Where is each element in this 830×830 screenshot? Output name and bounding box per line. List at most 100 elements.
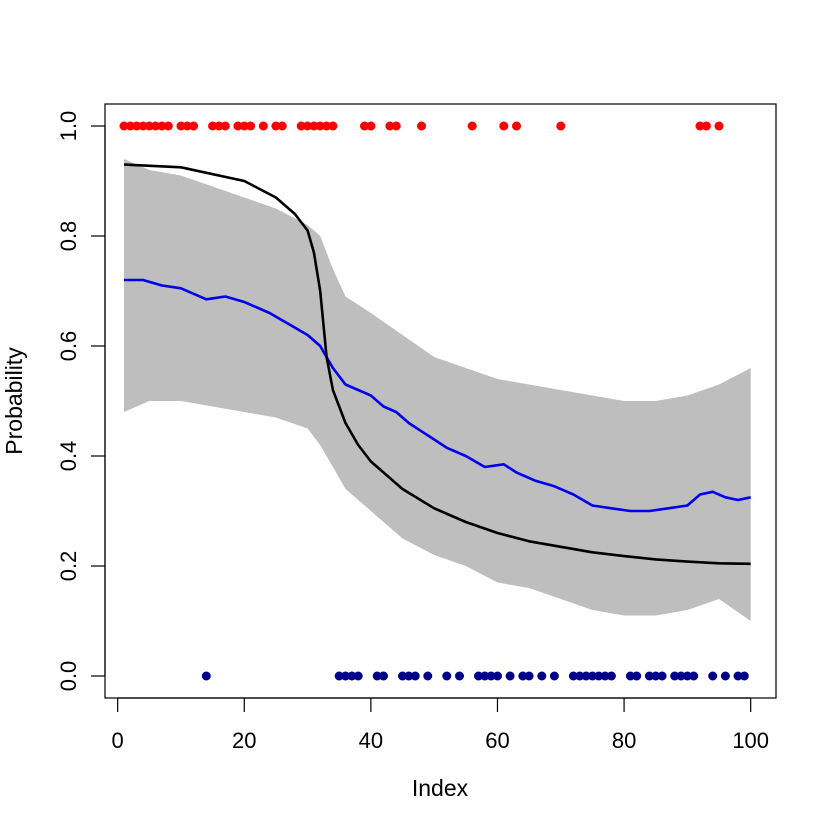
data-point-one xyxy=(467,121,477,131)
y-axis-label: Probability xyxy=(1,347,27,455)
data-point-zero xyxy=(594,671,604,681)
data-point-one xyxy=(125,121,135,131)
data-point-zero xyxy=(670,671,680,681)
data-point-zero xyxy=(486,671,496,681)
data-point-zero xyxy=(581,671,591,681)
data-point-zero xyxy=(404,671,414,681)
data-point-one xyxy=(208,121,218,131)
data-point-zero xyxy=(480,671,490,681)
data-point-zero xyxy=(657,671,667,681)
data-point-one xyxy=(151,121,161,131)
y-tick-label: 0.4 xyxy=(56,441,81,472)
data-point-one xyxy=(132,121,142,131)
data-point-one xyxy=(182,121,192,131)
data-point-one xyxy=(271,121,281,131)
data-point-one xyxy=(157,121,167,131)
confidence-band xyxy=(124,159,751,621)
data-point-zero xyxy=(651,671,661,681)
data-point-one xyxy=(499,121,509,131)
data-point-one xyxy=(119,121,129,131)
y-tick-label: 0.8 xyxy=(56,221,81,252)
data-point-one xyxy=(309,121,319,131)
data-point-zero xyxy=(518,671,528,681)
data-point-one xyxy=(220,121,230,131)
data-point-zero xyxy=(524,671,534,681)
data-point-zero xyxy=(625,671,635,681)
data-point-one xyxy=(258,121,268,131)
data-point-zero xyxy=(493,671,502,681)
x-tick-label: 20 xyxy=(232,728,256,753)
data-point-layer xyxy=(119,121,749,681)
data-point-one xyxy=(556,121,566,131)
x-axis: 0 20 40 60 80 100 xyxy=(112,697,769,753)
x-tick-label: 80 xyxy=(612,728,636,753)
data-point-zero xyxy=(423,671,433,681)
data-point-zero xyxy=(347,671,357,681)
y-axis: 0.0 0.2 0.4 0.6 0.8 1.0 xyxy=(56,111,106,692)
data-point-one xyxy=(417,121,426,131)
data-point-one xyxy=(277,121,287,131)
data-point-zero xyxy=(587,671,597,681)
estimated-mean-line xyxy=(124,278,751,513)
true-probability-line xyxy=(123,163,751,566)
data-point-one xyxy=(144,121,154,131)
y-tick-label: 0.0 xyxy=(56,661,81,692)
data-point-one xyxy=(512,121,521,131)
x-tick-label: 60 xyxy=(485,728,509,753)
data-point-one xyxy=(239,121,249,131)
data-point-zero xyxy=(682,671,692,681)
data-point-zero xyxy=(398,671,407,681)
data-point-one xyxy=(296,121,306,131)
data-point-zero xyxy=(644,671,654,681)
data-point-one xyxy=(138,121,148,131)
data-point-zero xyxy=(353,671,363,681)
x-tick-label: 100 xyxy=(732,728,769,753)
data-point-zero xyxy=(708,671,718,681)
y-tick-label: 0.6 xyxy=(56,331,81,362)
data-point-one xyxy=(163,121,173,131)
x-axis-label: Index xyxy=(412,775,469,801)
x-tick-label: 0 xyxy=(112,728,124,753)
data-point-one xyxy=(189,121,199,131)
data-point-zero xyxy=(549,671,559,681)
data-point-zero xyxy=(474,671,483,681)
data-point-one xyxy=(214,121,224,131)
data-point-zero xyxy=(201,671,211,681)
data-point-one xyxy=(360,121,369,131)
data-point-one xyxy=(233,121,243,131)
data-point-zero xyxy=(568,671,578,681)
data-point-zero xyxy=(410,671,420,681)
data-point-zero xyxy=(379,671,388,681)
y-tick-label: 0.2 xyxy=(56,551,81,582)
data-point-zero xyxy=(606,671,616,681)
data-point-zero xyxy=(676,671,686,681)
data-point-one xyxy=(322,121,332,131)
data-point-zero xyxy=(689,671,699,681)
data-point-one xyxy=(315,121,325,131)
data-point-one xyxy=(391,121,401,131)
data-point-one xyxy=(328,121,338,131)
data-point-one xyxy=(246,121,256,131)
data-point-zero xyxy=(372,671,382,681)
data-point-zero xyxy=(575,671,585,681)
data-point-one xyxy=(176,121,186,131)
data-point-zero xyxy=(600,671,610,681)
series-line-layer xyxy=(123,163,751,566)
data-point-zero xyxy=(733,671,743,681)
x-tick-label: 40 xyxy=(359,728,383,753)
data-point-zero xyxy=(720,671,730,681)
data-point-zero xyxy=(334,671,344,681)
data-point-zero xyxy=(505,671,515,681)
data-point-zero xyxy=(632,671,642,681)
data-point-zero xyxy=(455,671,464,681)
data-point-one xyxy=(701,121,711,131)
data-point-zero xyxy=(739,671,749,681)
data-point-one xyxy=(303,121,313,131)
data-point-zero xyxy=(442,671,452,681)
data-point-zero xyxy=(341,671,350,681)
data-point-one xyxy=(695,121,705,131)
data-point-zero xyxy=(537,671,547,681)
y-tick-label: 1.0 xyxy=(56,111,81,142)
confidence-band-layer xyxy=(124,159,751,621)
